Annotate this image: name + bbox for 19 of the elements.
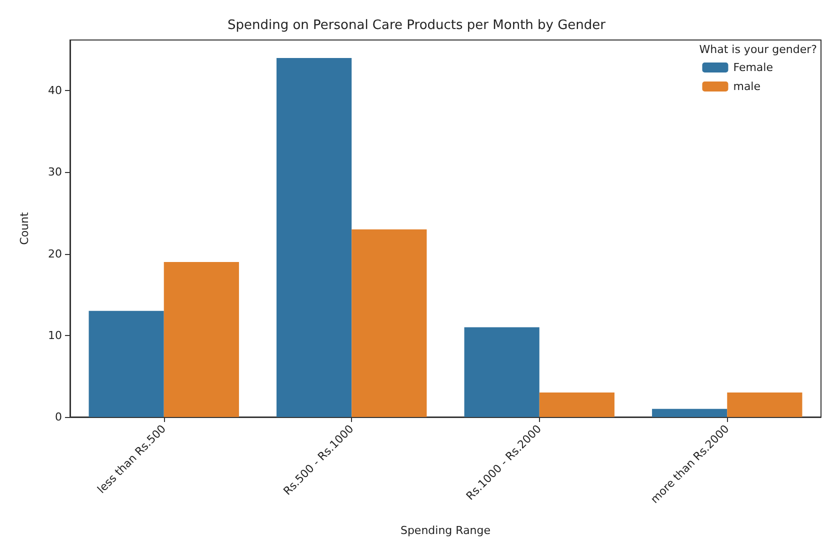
bar	[352, 229, 427, 417]
bar	[539, 392, 614, 417]
y-tick-label: 20	[48, 247, 62, 260]
bar	[464, 327, 540, 417]
bar	[727, 392, 802, 417]
x-axis-title: Spending Range	[400, 524, 491, 537]
bar	[88, 310, 164, 417]
chart-title: Spending on Personal Care Products per Month by Gender	[227, 18, 606, 33]
bar	[276, 58, 352, 417]
legend-label: male	[733, 80, 761, 93]
y-tick-label: 0	[55, 410, 62, 424]
legend-title: What is your gender?	[699, 43, 818, 56]
bar	[652, 408, 728, 417]
y-axis-title: Count	[18, 211, 31, 245]
y-tick-label: 30	[48, 166, 62, 179]
y-tick-label: 10	[48, 328, 62, 342]
bar	[164, 262, 239, 417]
y-tick-label: 40	[48, 84, 62, 98]
legend-label: Female	[733, 61, 774, 74]
